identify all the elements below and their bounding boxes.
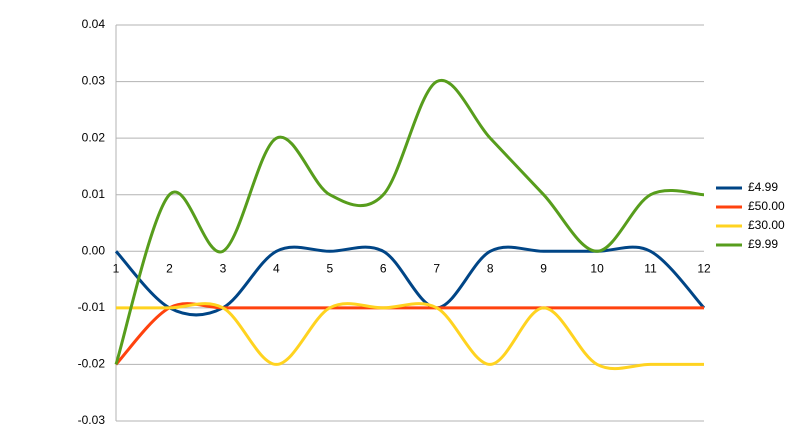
y-tick-label: -0.03	[78, 413, 106, 427]
y-tick-label: 0.01	[82, 187, 106, 201]
legend-label: £9.99	[748, 237, 778, 251]
x-tick-label: 1	[113, 261, 120, 275]
x-tick-label: 3	[220, 261, 227, 275]
y-tick-label: 0.02	[82, 130, 106, 144]
x-tick-label: 9	[540, 261, 547, 275]
x-tick-label: 12	[697, 261, 711, 275]
x-tick-label: 4	[273, 261, 280, 275]
line-series	[114, 78, 705, 365]
legend-label: £30.00	[748, 218, 785, 232]
y-tick-label: -0.02	[78, 357, 106, 371]
x-tick-label: 5	[326, 261, 333, 275]
y-tick-label: 0.00	[82, 243, 106, 257]
line-series	[114, 302, 704, 366]
legend-label: £50.00	[748, 199, 785, 213]
x-tick-label: 2	[166, 261, 173, 275]
legend-label: £4.99	[748, 180, 778, 194]
y-tick-label: 0.04	[82, 17, 106, 31]
x-tick-label: 10	[590, 261, 604, 275]
y-tick-label: -0.01	[78, 300, 106, 314]
x-tick-label: 6	[380, 261, 387, 275]
x-tick-label: 7	[433, 261, 440, 275]
x-tick-label: 11	[644, 261, 657, 275]
line-series	[116, 302, 704, 371]
y-tick-label: 0.03	[82, 74, 106, 88]
x-tick-label: 8	[487, 261, 494, 275]
